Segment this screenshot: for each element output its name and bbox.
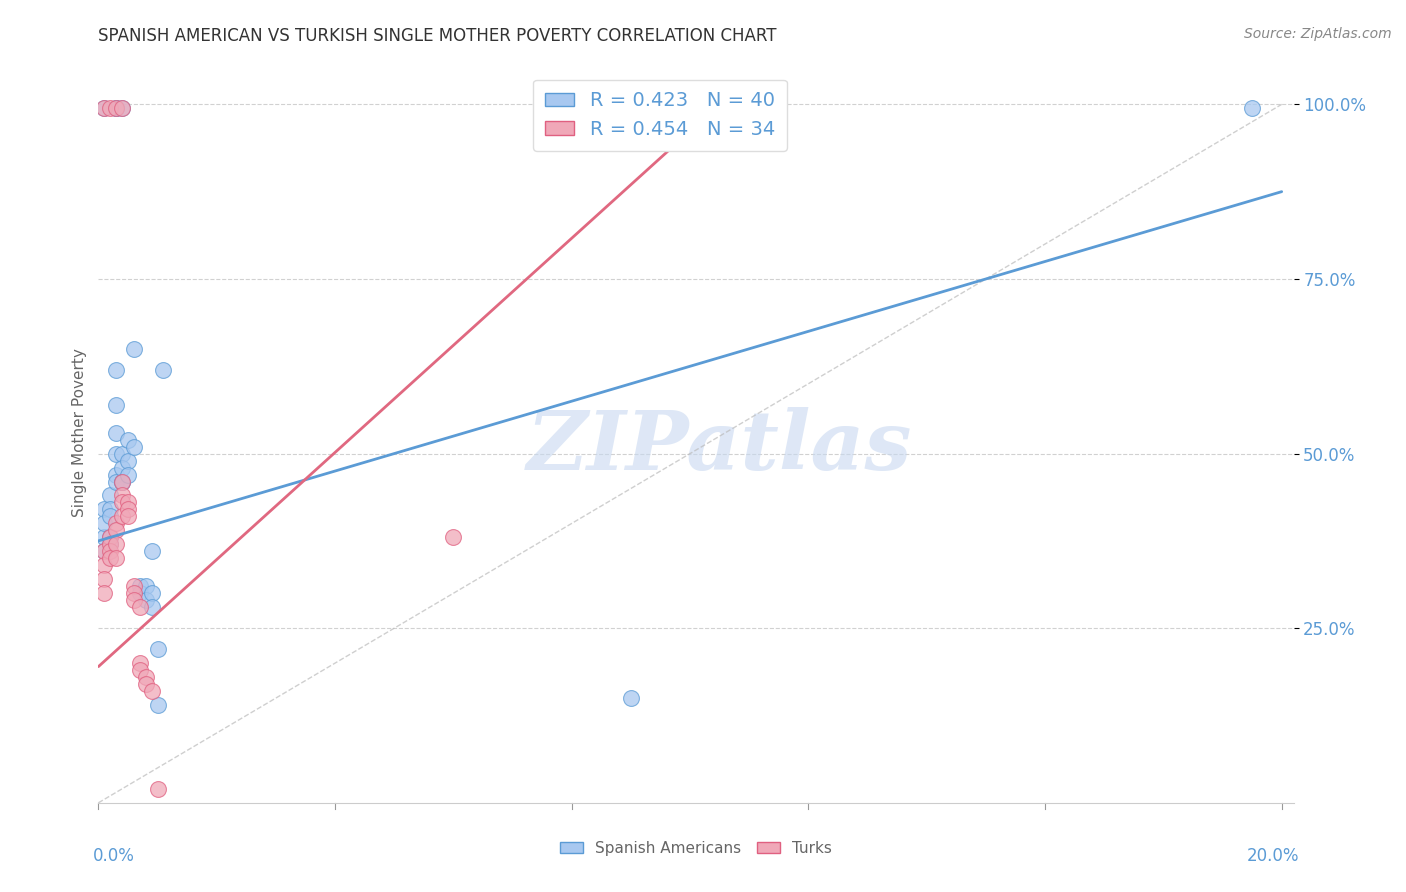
Point: [111, 446, 134, 460]
Point: [98, 530, 121, 544]
Point: [93, 101, 115, 115]
Point: [105, 101, 128, 115]
Point: [98, 530, 121, 544]
Legend: Spanish Americans, Turks: Spanish Americans, Turks: [554, 835, 838, 862]
Point: [105, 446, 128, 460]
Point: [122, 593, 145, 607]
Point: [128, 600, 150, 615]
Text: ZIPatlas: ZIPatlas: [527, 408, 912, 487]
Point: [146, 698, 169, 712]
Point: [93, 586, 115, 600]
Point: [111, 509, 134, 524]
Point: [105, 425, 128, 440]
Point: [111, 475, 134, 489]
Point: [135, 579, 157, 593]
Point: [135, 593, 157, 607]
Point: [111, 488, 134, 502]
Point: [105, 475, 128, 489]
Point: [146, 781, 169, 796]
Point: [98, 544, 121, 558]
Point: [135, 677, 157, 691]
Point: [111, 101, 134, 115]
Point: [105, 363, 128, 377]
Point: [111, 460, 134, 475]
Point: [117, 509, 139, 524]
Point: [122, 586, 145, 600]
Point: [93, 101, 115, 115]
Point: [98, 551, 121, 566]
Point: [1241, 101, 1264, 115]
Point: [117, 453, 139, 467]
Point: [441, 530, 464, 544]
Point: [122, 579, 145, 593]
Point: [620, 691, 643, 706]
Point: [93, 544, 115, 558]
Point: [111, 475, 134, 489]
Point: [128, 586, 150, 600]
Point: [105, 101, 128, 115]
Point: [111, 475, 134, 489]
Point: [98, 502, 121, 516]
Text: SPANISH AMERICAN VS TURKISH SINGLE MOTHER POVERTY CORRELATION CHART: SPANISH AMERICAN VS TURKISH SINGLE MOTHE…: [98, 27, 778, 45]
Point: [117, 467, 139, 482]
Point: [117, 502, 139, 516]
Point: [141, 684, 163, 698]
Point: [146, 642, 169, 657]
Point: [105, 467, 128, 482]
Point: [141, 544, 163, 558]
Point: [98, 488, 121, 502]
Point: [93, 558, 115, 573]
Point: [105, 537, 128, 551]
Point: [111, 101, 134, 115]
Point: [117, 433, 139, 447]
Point: [93, 516, 115, 531]
Point: [93, 544, 115, 558]
Point: [98, 509, 121, 524]
Text: 0.0%: 0.0%: [93, 847, 135, 865]
Point: [141, 586, 163, 600]
Point: [152, 363, 174, 377]
Text: Source: ZipAtlas.com: Source: ZipAtlas.com: [1244, 27, 1392, 41]
Point: [105, 398, 128, 412]
Point: [105, 101, 128, 115]
Point: [117, 495, 139, 509]
Point: [122, 440, 145, 454]
Point: [105, 516, 128, 531]
Point: [105, 524, 128, 538]
Y-axis label: Single Mother Poverty: Single Mother Poverty: [72, 348, 87, 517]
Point: [98, 537, 121, 551]
Point: [135, 670, 157, 684]
Point: [105, 551, 128, 566]
Point: [93, 502, 115, 516]
Point: [128, 579, 150, 593]
Point: [98, 537, 121, 551]
Point: [111, 495, 134, 509]
Point: [141, 600, 163, 615]
Point: [122, 342, 145, 356]
Point: [128, 656, 150, 670]
Point: [128, 663, 150, 677]
Text: 20.0%: 20.0%: [1247, 847, 1299, 865]
Point: [93, 572, 115, 586]
Point: [93, 530, 115, 544]
Point: [98, 101, 121, 115]
